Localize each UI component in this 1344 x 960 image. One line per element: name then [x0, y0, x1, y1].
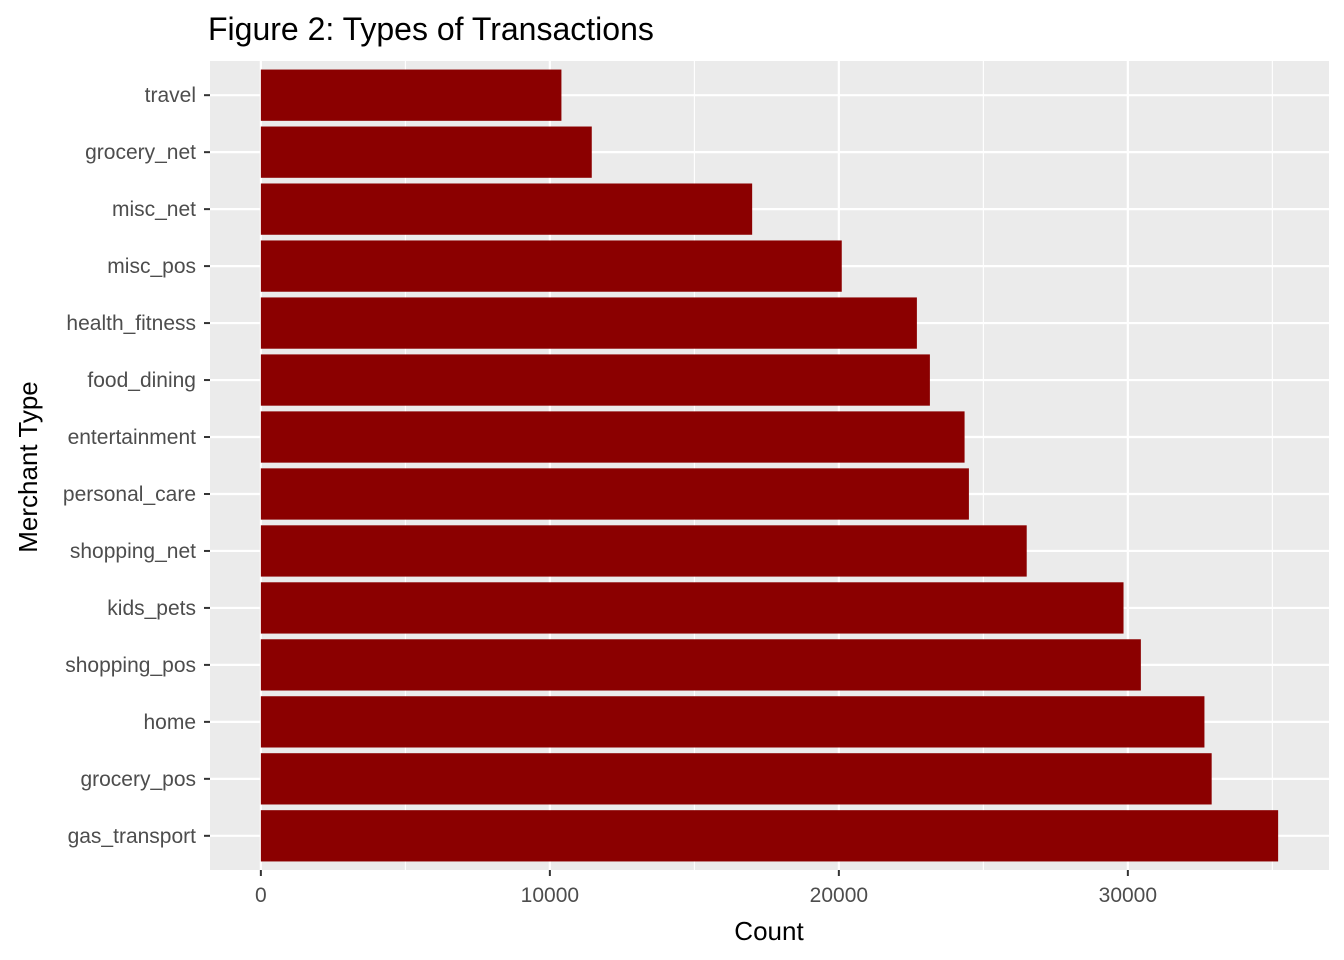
bar-food_dining	[260, 354, 930, 406]
bar-travel	[260, 69, 562, 121]
bar-gas_transport	[260, 810, 1279, 862]
y-tick-label: grocery_pos	[80, 768, 196, 791]
bar-misc_pos	[260, 240, 842, 292]
bar-misc_net	[260, 183, 753, 235]
y-axis-title: Merchant Type	[13, 381, 43, 553]
y-tick-label: grocery_net	[85, 141, 196, 164]
y-tick-label: kids_pets	[107, 597, 196, 620]
y-tick-label: home	[143, 711, 196, 734]
y-tick-label: food_dining	[87, 369, 196, 392]
y-tick-label: shopping_net	[70, 540, 196, 563]
bar-grocery_pos	[260, 753, 1212, 805]
bar-health_fitness	[260, 297, 917, 349]
bar-entertainment	[260, 411, 965, 463]
y-tick-label: health_fitness	[66, 312, 196, 335]
chart-title: Figure 2: Types of Transactions	[208, 11, 654, 47]
y-tick-label: travel	[145, 84, 196, 107]
x-tick-label: 0	[255, 884, 267, 907]
x-tick-label: 30000	[1099, 884, 1157, 907]
y-tick-label: personal_care	[63, 483, 196, 506]
y-tick-label: misc_pos	[107, 255, 196, 278]
x-tick-label: 20000	[810, 884, 868, 907]
bar-grocery_net	[260, 126, 592, 178]
bars	[260, 69, 1279, 862]
y-tick-label: entertainment	[68, 426, 197, 449]
bar-shopping_pos	[260, 639, 1141, 691]
x-axis: 0 10000 20000 30000	[255, 870, 1157, 907]
plot-panel	[210, 61, 1329, 870]
bar-personal_care	[260, 468, 969, 520]
y-tick-label: shopping_pos	[65, 654, 196, 677]
y-tick-label: gas_transport	[68, 825, 197, 848]
y-tick-label: misc_net	[112, 198, 196, 221]
bar-home	[260, 696, 1205, 748]
x-tick-label: 10000	[521, 884, 579, 907]
y-axis: travel grocery_net misc_net misc_pos health_…	[63, 84, 210, 848]
x-axis-title: Count	[734, 916, 804, 946]
bar-kids_pets	[260, 582, 1124, 634]
bar-shopping_net	[260, 525, 1027, 577]
